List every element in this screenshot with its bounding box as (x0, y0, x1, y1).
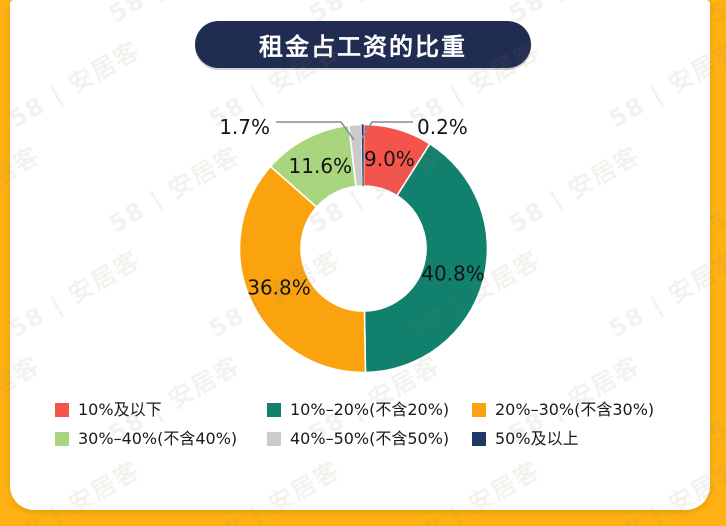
donut-segment-1 (363, 142, 489, 374)
segment-value-label: 40.8% (421, 262, 485, 286)
segment-value-label: 11.6% (289, 154, 353, 178)
segment-value-label: 1.7% (219, 115, 270, 139)
segment-value-label: 9.0% (364, 147, 415, 171)
donut-segment-2 (238, 165, 367, 374)
leader-line (361, 121, 413, 139)
segment-value-label: 36.8% (247, 275, 311, 299)
segment-value-label: 0.2% (417, 115, 468, 139)
donut-segment-5 (361, 124, 364, 187)
chart-title: 租金占工资的比重 (259, 33, 467, 61)
leader-line (276, 121, 355, 141)
chart-title-pill: 租金占工资的比重 (195, 21, 531, 68)
infographic-card (10, 0, 710, 510)
